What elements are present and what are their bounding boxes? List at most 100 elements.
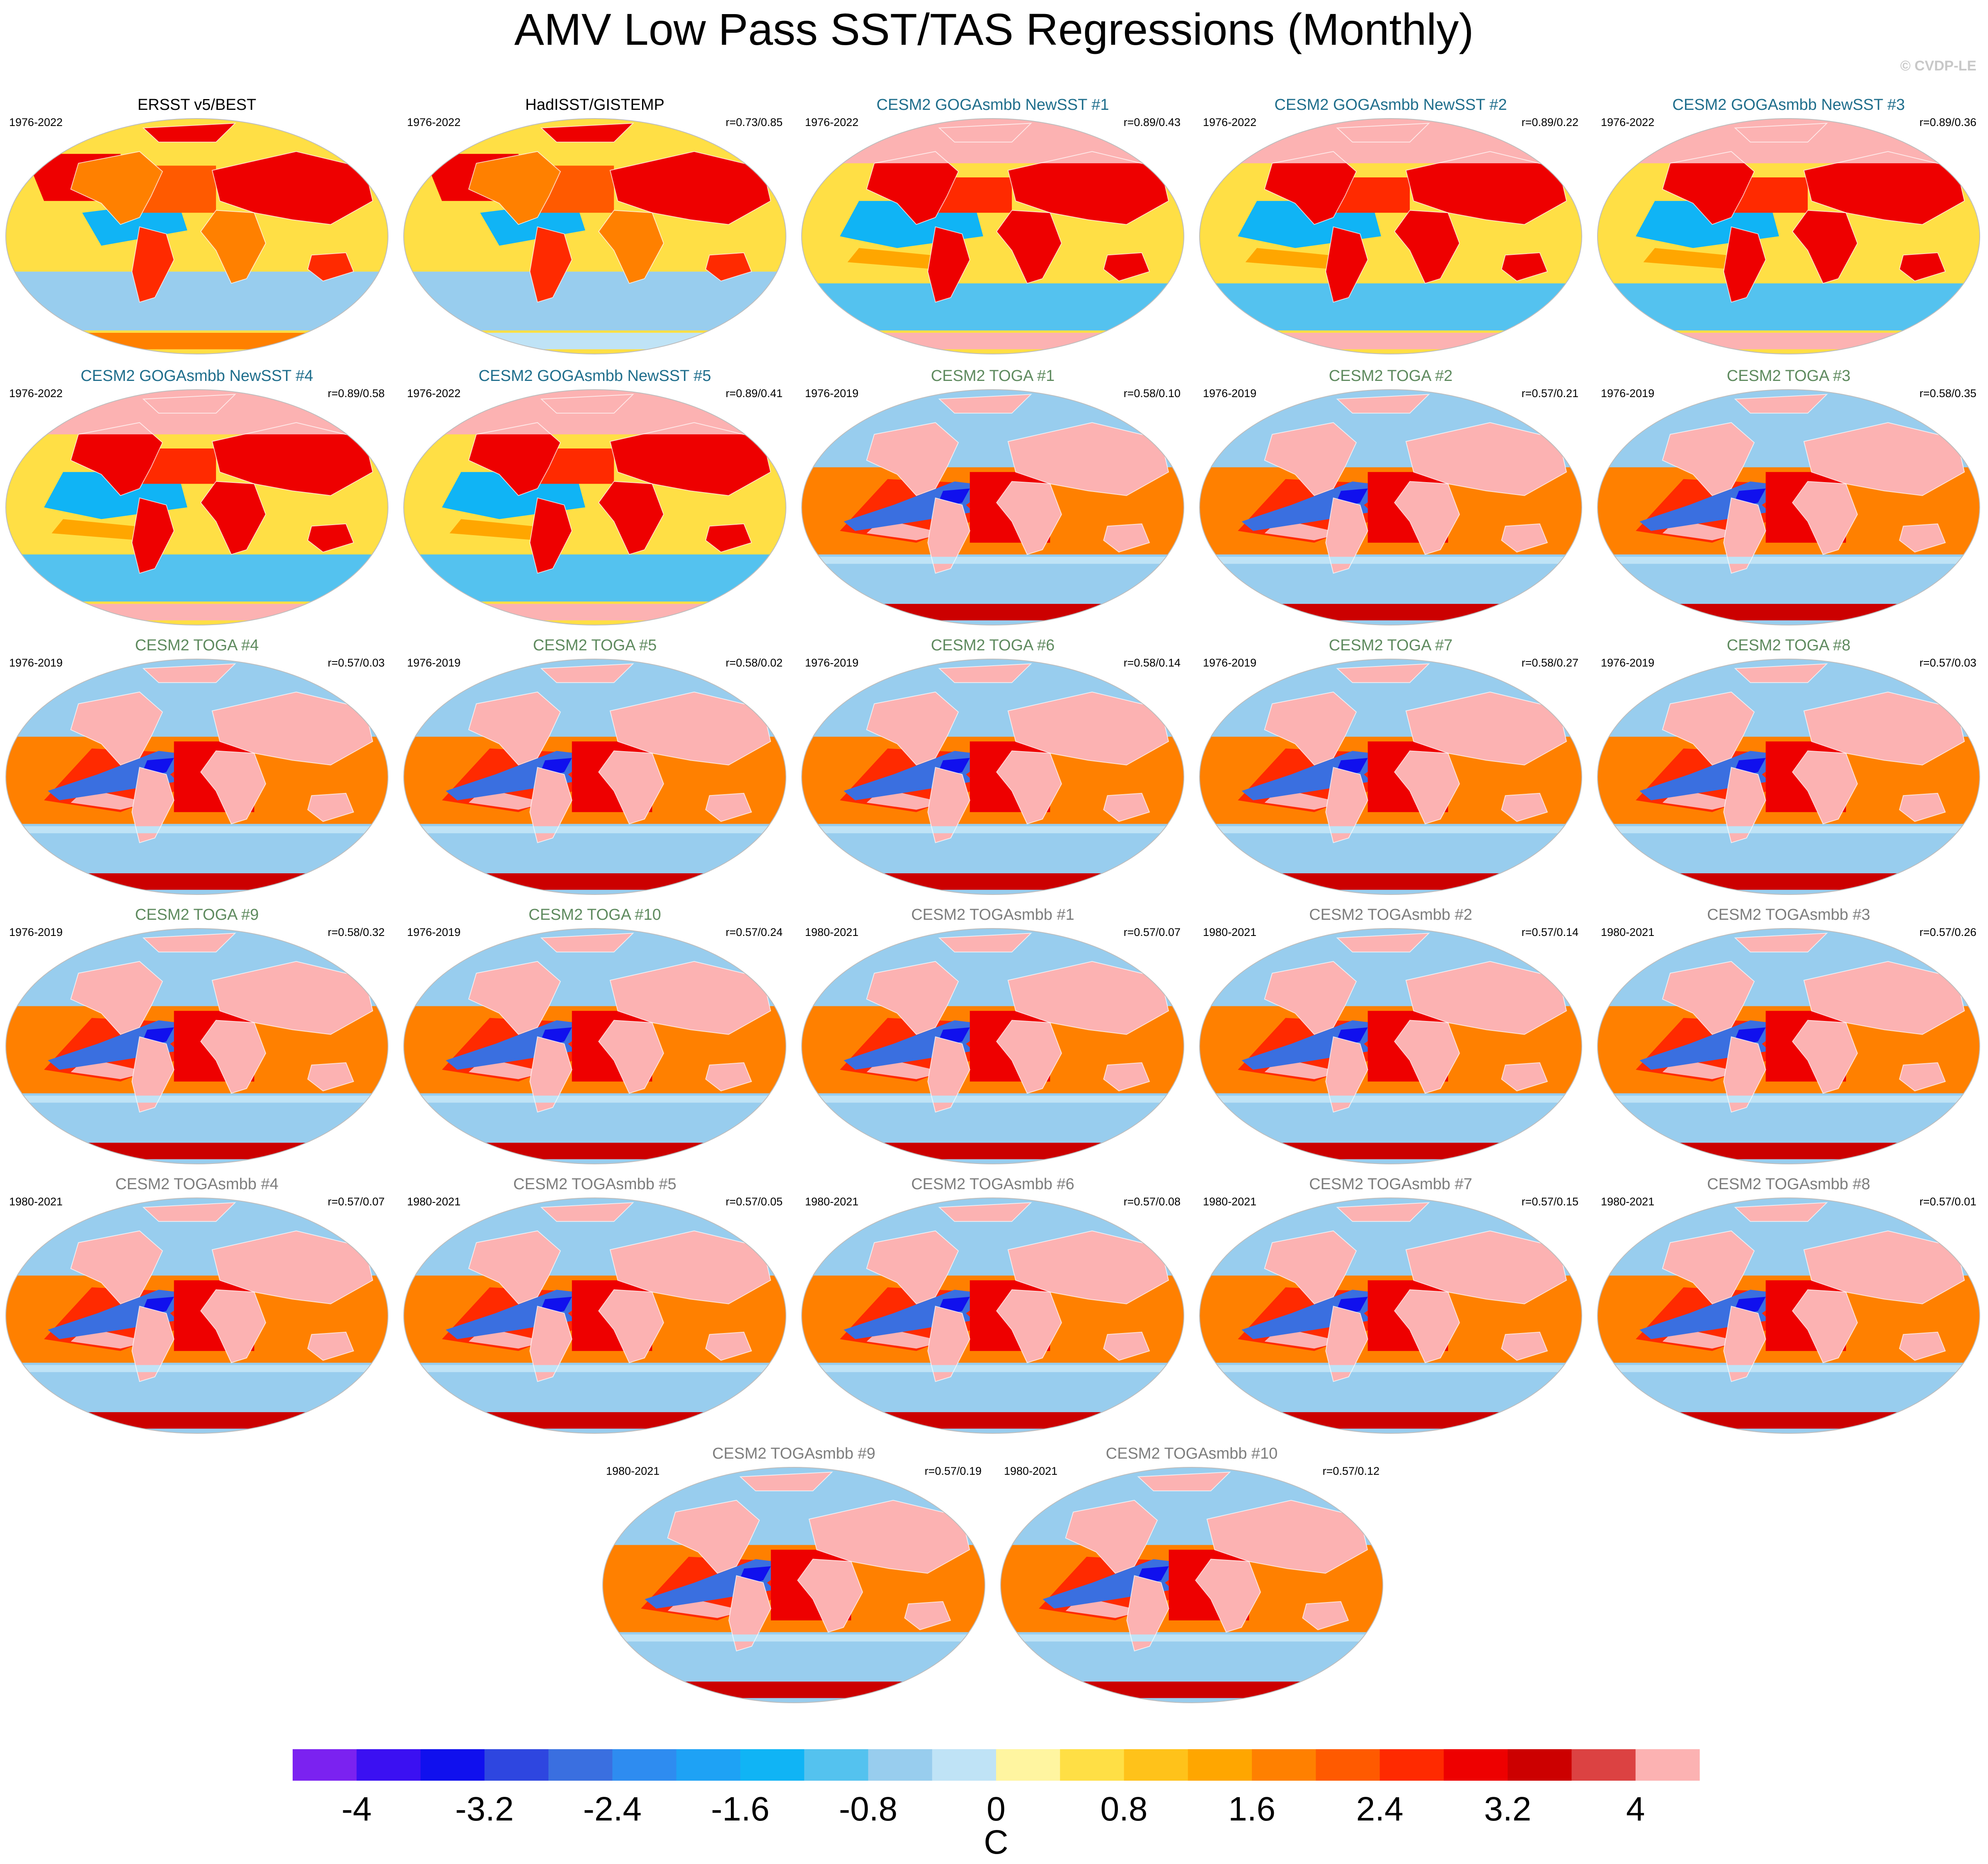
panel-correlation: r=0.57/0.26 — [1919, 926, 1976, 938]
southern-cool — [6, 271, 388, 331]
regression-map — [403, 928, 786, 1164]
colorbar-tick-label: 2.4 — [1356, 1790, 1404, 1828]
panel-years: 1976-2019 — [805, 657, 859, 669]
map-outline — [5, 118, 388, 354]
panel-correlation: r=0.58/0.14 — [1123, 657, 1181, 669]
southern-cool — [802, 283, 1184, 331]
land-region-2 — [1406, 692, 1567, 765]
land-region-2 — [212, 422, 373, 496]
regression-map — [403, 659, 786, 895]
land-region-1 — [1326, 498, 1368, 573]
map-outline — [801, 1197, 1184, 1434]
land-region-5 — [1735, 933, 1827, 952]
panel-correlation: r=0.89/0.43 — [1123, 116, 1181, 128]
southern-band — [1200, 1096, 1582, 1103]
southern-band — [1598, 1096, 1980, 1103]
land-region-4 — [1501, 1332, 1547, 1360]
map-panel: CESM2 TOGAsmbb #10 1980-2021 r=0.57/0.12 — [998, 1445, 1385, 1704]
land-region-3 — [996, 1290, 1062, 1363]
panel-years: 1976-2019 — [407, 926, 461, 938]
land-region-2 — [1804, 692, 1965, 765]
land-region-4 — [1899, 524, 1945, 552]
land-region-2 — [1406, 151, 1567, 225]
panel-years: 1980-2021 — [1203, 1195, 1257, 1208]
land-region-4 — [1302, 1601, 1348, 1630]
map-panel: CESM2 TOGAsmbb #5 1980-2021 r=0.57/0.05 — [401, 1176, 788, 1435]
land-region-5 — [1138, 1472, 1230, 1491]
colorbar-tick-label: 1.6 — [1228, 1790, 1275, 1828]
regression-map — [1597, 389, 1980, 625]
land-region-4 — [1899, 1062, 1945, 1091]
land-region-5 — [740, 1472, 832, 1491]
colorbar-swatch — [1508, 1749, 1572, 1781]
panel-title: CESM2 GOGAsmbb NewSST #2 — [1274, 96, 1507, 114]
land-region-1 — [132, 1306, 174, 1382]
southern-cool — [404, 554, 786, 602]
land-region-0 — [1264, 422, 1356, 496]
colorbar-tick-label: 3.2 — [1484, 1790, 1531, 1828]
antarctic-region — [1636, 332, 1942, 349]
land-region-5 — [1735, 394, 1827, 413]
land-region-3 — [599, 1290, 664, 1363]
southern-band — [6, 826, 388, 834]
antarctic-region — [1238, 1142, 1544, 1159]
regression-map — [5, 659, 388, 895]
land-region-2 — [1008, 692, 1169, 765]
regression-map — [602, 1467, 985, 1703]
southern-band — [404, 1365, 786, 1372]
land-region-3 — [1394, 481, 1459, 555]
panel-correlation: r=0.57/0.12 — [1322, 1465, 1379, 1477]
colorbar-swatch — [1188, 1749, 1252, 1781]
regression-map — [801, 659, 1184, 895]
antarctic-region — [1238, 332, 1544, 349]
land-region-1 — [928, 767, 970, 843]
land-region-1 — [1326, 1037, 1368, 1112]
map-outline — [403, 118, 786, 354]
land-region-1 — [1724, 1037, 1766, 1112]
land-region-4 — [308, 793, 354, 822]
land-region-2 — [610, 1231, 771, 1304]
panel-title: CESM2 TOGA #2 — [1329, 367, 1453, 385]
land-region-0 — [1662, 692, 1754, 765]
land-region-3 — [599, 1020, 664, 1093]
map-panel: CESM2 TOGA #6 1976-2019 r=0.58/0.14 — [799, 637, 1186, 896]
land-region-0 — [70, 961, 162, 1035]
map-panel: CESM2 TOGA #8 1976-2019 r=0.57/0.03 — [1595, 637, 1982, 896]
land-region-2 — [1008, 961, 1169, 1035]
panel-years: 1976-2022 — [1203, 116, 1257, 128]
southern-band — [1598, 826, 1980, 834]
antarctic-region — [1238, 604, 1544, 621]
regression-map — [801, 928, 1184, 1164]
antarctic-region — [641, 1681, 947, 1698]
pacific-warm — [847, 248, 955, 269]
colorbar-swatch — [1316, 1749, 1380, 1781]
panel-title: CESM2 TOGAsmbb #8 — [1707, 1176, 1870, 1193]
land-region-3 — [1195, 1559, 1261, 1632]
map-panel: CESM2 TOGA #2 1976-2019 r=0.57/0.21 — [1197, 367, 1584, 626]
map-panel: CESM2 GOGAsmbb NewSST #1 1976-2022 r=0.89/… — [799, 96, 1186, 355]
land-region-3 — [1394, 210, 1459, 284]
land-region-1 — [1724, 767, 1766, 843]
land-region-4 — [308, 1062, 354, 1091]
land-region-4 — [705, 793, 752, 822]
land-region-3 — [996, 1020, 1062, 1093]
land-region-4 — [308, 524, 354, 552]
land-region-5 — [1735, 664, 1827, 683]
panel-correlation: r=0.57/0.24 — [725, 926, 783, 938]
panel-title: CESM2 TOGA #7 — [1329, 637, 1453, 654]
land-region-4 — [1501, 524, 1547, 552]
panel-years: 1980-2021 — [805, 926, 859, 938]
panel-correlation: r=0.57/0.07 — [1123, 926, 1181, 938]
panel-years: 1976-2019 — [1601, 387, 1655, 400]
map-panel: CESM2 GOGAsmbb NewSST #2 1976-2022 r=0.89/… — [1197, 96, 1584, 355]
colorbar-unit-label: C — [984, 1823, 1008, 1861]
land-region-5 — [939, 664, 1031, 683]
antarctic-region — [44, 1412, 350, 1429]
land-region-0 — [866, 422, 958, 496]
watermark: © CVDP-LE — [1900, 58, 1976, 74]
regression-map — [1597, 659, 1980, 895]
land-region-1 — [928, 498, 970, 573]
regression-map — [801, 118, 1184, 354]
map-panel: CESM2 TOGA #10 1976-2019 r=0.57/0.24 — [401, 906, 788, 1165]
regression-map — [1199, 928, 1582, 1164]
